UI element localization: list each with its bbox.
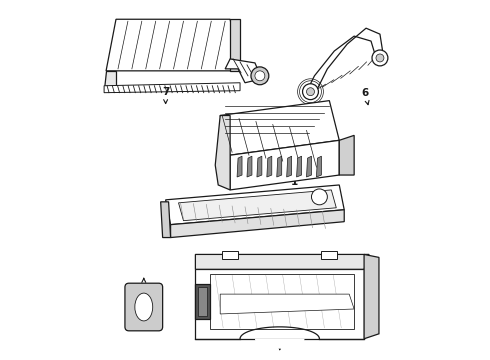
Polygon shape [321,251,337,260]
Polygon shape [104,83,240,93]
Text: 5: 5 [140,278,147,294]
Circle shape [312,189,327,205]
Polygon shape [364,255,379,339]
Polygon shape [230,140,339,190]
Text: 6: 6 [362,88,369,105]
Polygon shape [296,156,301,177]
Polygon shape [220,100,339,155]
Polygon shape [220,294,354,314]
Polygon shape [198,287,207,316]
Polygon shape [277,156,282,177]
Circle shape [255,71,265,81]
Polygon shape [230,19,240,71]
Polygon shape [215,116,230,190]
Polygon shape [307,156,312,177]
Polygon shape [104,71,116,89]
Polygon shape [171,210,344,238]
Text: 2: 2 [225,200,239,213]
Polygon shape [196,284,210,319]
Polygon shape [196,269,364,339]
Polygon shape [222,251,238,260]
Polygon shape [210,274,354,329]
Polygon shape [257,156,262,177]
Text: 3: 3 [336,314,351,328]
Circle shape [372,50,388,66]
Ellipse shape [135,293,153,321]
Polygon shape [237,156,242,177]
Circle shape [307,88,315,96]
Circle shape [251,67,269,85]
Polygon shape [339,135,354,175]
Text: 7: 7 [162,87,170,104]
Text: 4: 4 [276,334,283,350]
Circle shape [376,54,384,62]
Polygon shape [161,202,171,238]
Polygon shape [178,190,336,221]
Polygon shape [166,185,344,225]
Polygon shape [196,255,369,269]
Text: 1: 1 [291,177,302,194]
Circle shape [302,84,318,100]
Polygon shape [196,339,364,349]
Polygon shape [287,156,292,177]
FancyBboxPatch shape [125,283,163,331]
Polygon shape [225,59,262,83]
Polygon shape [317,156,321,177]
Polygon shape [106,19,240,71]
Polygon shape [247,156,252,177]
Polygon shape [267,156,272,177]
